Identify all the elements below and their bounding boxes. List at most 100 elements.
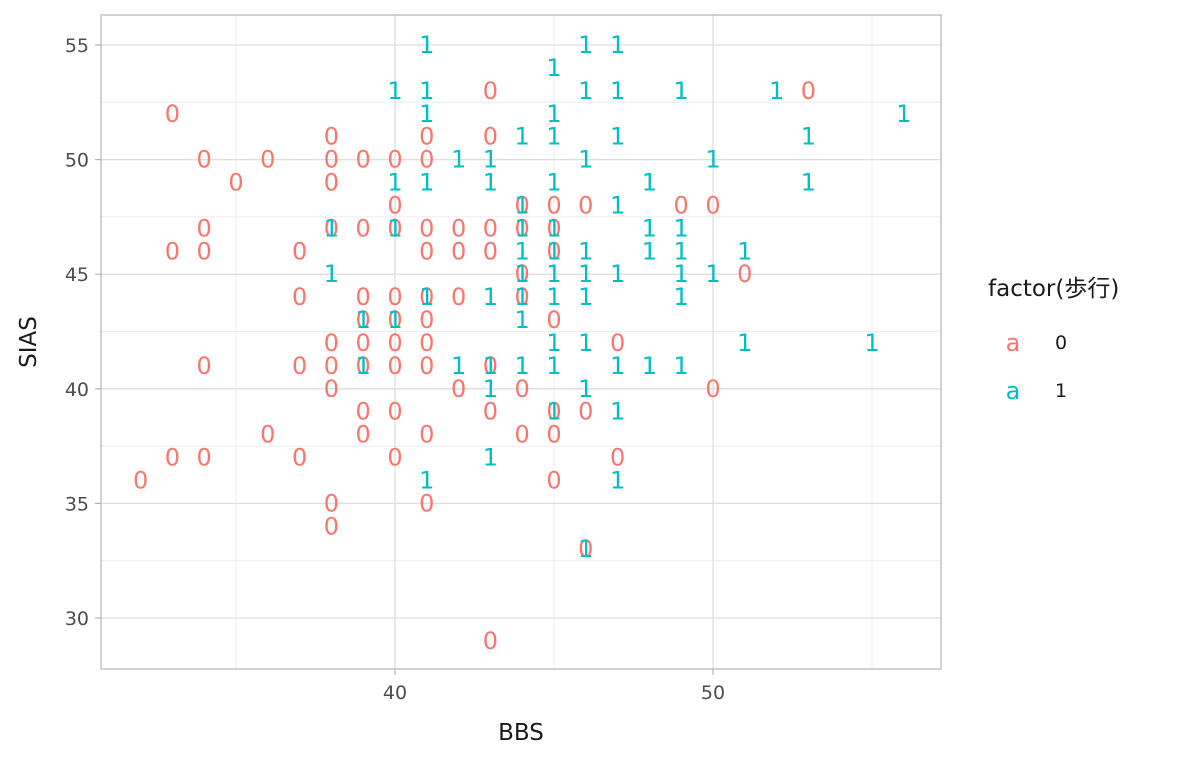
- point-label-1: 1: [642, 237, 657, 265]
- point-label-1: 1: [387, 306, 402, 334]
- point-label-1: 1: [674, 77, 689, 105]
- point-label-0: 0: [451, 375, 466, 403]
- point-label-0: 0: [674, 191, 689, 219]
- point-label-0: 0: [356, 214, 371, 242]
- point-label-1: 1: [864, 329, 879, 357]
- y-tick-label: 45: [65, 264, 89, 286]
- point-label-0: 0: [292, 237, 307, 265]
- point-label-1: 1: [705, 260, 720, 288]
- point-label-0: 0: [515, 375, 530, 403]
- y-tick-label: 30: [65, 608, 89, 630]
- point-label-1: 1: [578, 375, 593, 403]
- point-label-0: 0: [419, 283, 434, 311]
- point-label-1: 1: [515, 352, 530, 380]
- point-label-0: 0: [610, 444, 625, 472]
- point-label-0: 0: [419, 352, 434, 380]
- point-label-1: 1: [610, 352, 625, 380]
- point-label-1: 1: [483, 375, 498, 403]
- point-label-1: 1: [546, 283, 561, 311]
- point-label-0: 0: [483, 123, 498, 151]
- y-tick-label: 35: [65, 493, 89, 515]
- point-label-0: 0: [356, 329, 371, 357]
- point-label-1: 1: [610, 77, 625, 105]
- point-label-0: 0: [451, 283, 466, 311]
- point-label-0: 0: [356, 421, 371, 449]
- point-label-1: 1: [674, 237, 689, 265]
- point-label-1: 1: [419, 77, 434, 105]
- point-label-1: 1: [515, 283, 530, 311]
- point-label-0: 0: [197, 444, 212, 472]
- point-label-1: 1: [515, 237, 530, 265]
- point-label-0: 0: [324, 375, 339, 403]
- point-label-0: 0: [801, 77, 816, 105]
- legend-label: 1: [1055, 380, 1067, 402]
- point-label-0: 0: [324, 214, 339, 242]
- point-label-0: 0: [324, 169, 339, 197]
- point-label-1: 1: [546, 329, 561, 357]
- point-label-0: 0: [578, 535, 593, 563]
- point-label-0: 0: [197, 146, 212, 174]
- point-label-0: 0: [387, 352, 402, 380]
- point-label-0: 0: [356, 283, 371, 311]
- point-label-1: 1: [451, 146, 466, 174]
- point-label-0: 0: [546, 398, 561, 426]
- point-label-0: 0: [387, 146, 402, 174]
- point-label-0: 0: [356, 352, 371, 380]
- point-label-0: 0: [387, 329, 402, 357]
- point-label-1: 1: [515, 306, 530, 334]
- point-label-1: 1: [483, 283, 498, 311]
- point-label-0: 0: [292, 444, 307, 472]
- point-label-1: 1: [705, 146, 720, 174]
- point-label-0: 0: [324, 146, 339, 174]
- point-label-0: 0: [197, 352, 212, 380]
- point-label-0: 0: [515, 214, 530, 242]
- point-label-1: 1: [546, 237, 561, 265]
- point-label-0: 0: [546, 421, 561, 449]
- point-label-1: 1: [419, 283, 434, 311]
- point-label-1: 1: [546, 214, 561, 242]
- point-label-0: 0: [705, 375, 720, 403]
- point-label-0: 0: [419, 237, 434, 265]
- legend: factor(歩行) a 0 a 1: [988, 276, 1119, 405]
- point-label-1: 1: [387, 214, 402, 242]
- point-label-1: 1: [451, 352, 466, 380]
- point-label-0: 0: [419, 329, 434, 357]
- point-label-1: 1: [578, 77, 593, 105]
- point-label-1: 1: [419, 100, 434, 128]
- point-label-0: 0: [197, 214, 212, 242]
- point-label-1: 1: [515, 260, 530, 288]
- point-label-0: 0: [578, 398, 593, 426]
- point-label-0: 0: [483, 352, 498, 380]
- major-gridlines: [101, 15, 941, 669]
- point-label-1: 1: [546, 260, 561, 288]
- point-label-0: 0: [483, 398, 498, 426]
- legend-label: 0: [1055, 332, 1067, 354]
- point-label-1: 1: [801, 123, 816, 151]
- point-label-0: 0: [546, 306, 561, 334]
- point-label-1: 1: [419, 31, 434, 59]
- y-axis-title: SIAS: [16, 316, 42, 368]
- point-label-1: 1: [483, 444, 498, 472]
- point-label-1: 1: [642, 169, 657, 197]
- point-label-0: 0: [419, 214, 434, 242]
- point-label-1: 1: [578, 260, 593, 288]
- point-label-1: 1: [578, 31, 593, 59]
- point-label-0: 0: [165, 100, 180, 128]
- legend-key-glyph: a: [1006, 329, 1021, 357]
- x-axis-title: BBS: [498, 720, 544, 746]
- point-label-0: 0: [515, 191, 530, 219]
- point-label-1: 1: [610, 260, 625, 288]
- y-axis-ticks: 30 35 40 45 50 55: [65, 35, 101, 630]
- point-label-0: 0: [387, 283, 402, 311]
- point-label-1: 1: [483, 169, 498, 197]
- point-label-0: 0: [737, 260, 752, 288]
- point-label-1: 1: [674, 283, 689, 311]
- point-label-0: 0: [324, 123, 339, 151]
- point-label-1: 1: [737, 237, 752, 265]
- point-label-1: 1: [737, 329, 752, 357]
- x-tick-label: 50: [701, 682, 725, 704]
- point-label-0: 0: [515, 260, 530, 288]
- y-tick-label: 50: [65, 150, 89, 172]
